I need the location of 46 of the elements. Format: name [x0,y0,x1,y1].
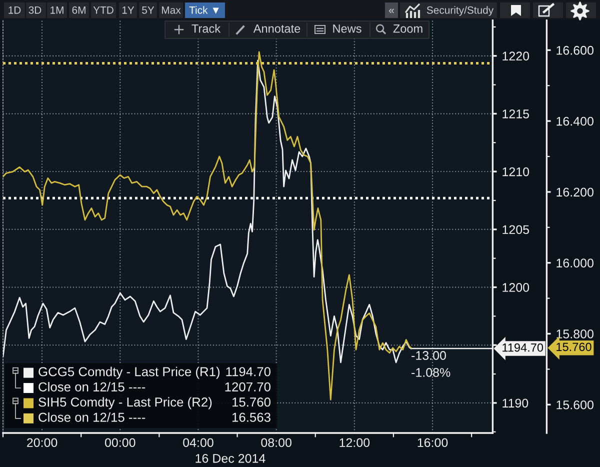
annotation: 1194.70 [226,367,270,376]
y-tick-label: 1220 [502,52,530,61]
x-tick-label: 12:00 [340,438,370,448]
y2-tick-label: 16.200 [556,188,594,197]
x-tick-label: 00:00 [104,438,136,448]
text: « [389,8,394,13]
legend-label: Close on 12/15 ---- [38,412,146,422]
x-tick-label: 16:00 [418,438,448,448]
annotation: News [333,24,362,33]
legend-label: SIH5 Comdty - Last Price (R2) [38,397,212,410]
y2-tick-label: 16.600 [556,46,594,55]
y2-tick-label: 16.000 [556,258,594,268]
text: 1D [8,6,21,14]
y-tick-label: 1215 [502,110,530,118]
text: 1M [50,6,64,14]
text: 1Y [122,6,134,14]
text: 15.760 [556,342,592,352]
x-tick-label: 08:00 [261,438,292,448]
text: 6M [72,6,86,14]
x-axis-title: 16 Dec 2014 [196,454,266,463]
legend-label: GCG5 Comdty - Last Price (R1) [38,366,220,379]
text: YTD [93,6,114,14]
x-tick-label: 04:00 [183,438,214,448]
y-tick-label: 1205 [502,225,530,234]
y-tick-label: 1190 [502,398,528,408]
y-tick-label: 1200 [502,283,530,292]
text: Security/Study [426,6,494,16]
annotation: 1194.70 [502,343,544,352]
annotation: 1207.70 [225,382,270,392]
annotation: Annotate [253,24,300,33]
text: Max [162,6,181,14]
y2-tick-label: 16.400 [556,116,594,126]
annotation: -13.00 [412,351,446,360]
annotation: Track [192,24,221,33]
y2-tick-label: 15.800 [556,330,594,338]
annotation: -1.08% [412,368,450,377]
annotation: 16.563 [232,412,270,422]
annotation: 15.760 [232,398,270,407]
text: 5Y [142,6,154,14]
x-tick-label: 20:00 [27,438,58,448]
legend-label: Close on 12/15 ---- [38,382,146,392]
y2-tick-label: 15.600 [556,400,594,410]
y-tick-label: 1210 [502,167,530,176]
annotation: Zoom [393,24,422,33]
text: 3D [28,6,42,14]
text: Tick ▼ [189,6,219,14]
